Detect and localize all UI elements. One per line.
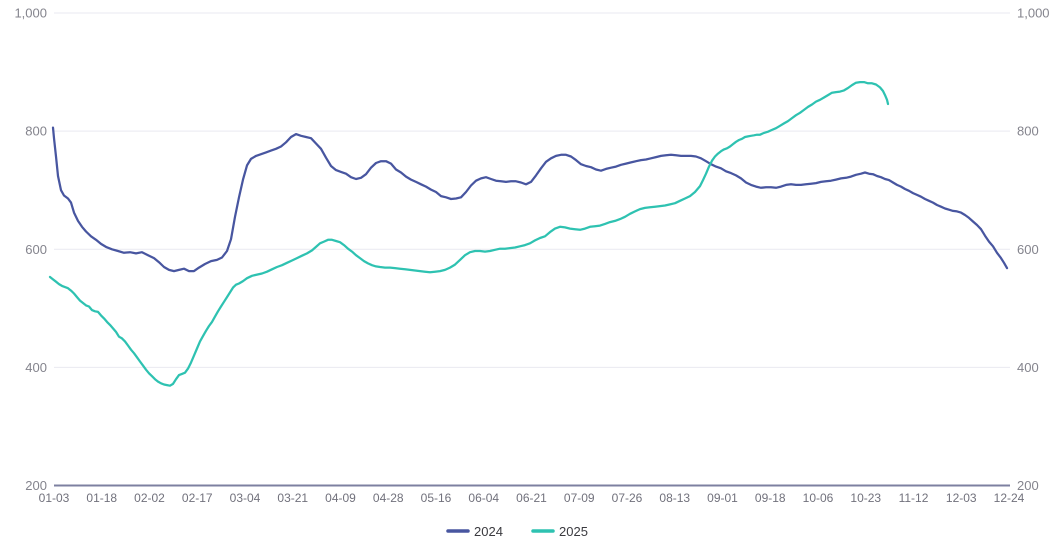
x-axis-label-01-03: 01-03 xyxy=(39,491,70,505)
series-line-2025[interactable] xyxy=(48,80,890,387)
y-axis-label-right-800: 800 xyxy=(1017,124,1039,139)
y-axis-label-left-200: 200 xyxy=(25,478,47,493)
y-axis-label-left-800: 800 xyxy=(25,124,47,139)
x-axis-label-02-17: 02-17 xyxy=(182,491,213,505)
y-axis-label-right-1000: 1,000 xyxy=(1017,6,1050,21)
y-axis-label-left-1000: 1,000 xyxy=(14,6,47,21)
x-axis-label-03-21: 03-21 xyxy=(277,491,308,505)
x-axis-label-02-02: 02-02 xyxy=(134,491,165,505)
legend-label-2024: 2024 xyxy=(474,524,503,539)
x-axis-label-11-12: 11-12 xyxy=(899,491,929,505)
x-axis-label-05-16: 05-16 xyxy=(421,491,452,505)
x-axis-label-04-09: 04-09 xyxy=(325,491,356,505)
x-axis-label-09-18: 09-18 xyxy=(755,491,786,505)
x-axis-label-08-13: 08-13 xyxy=(659,491,690,505)
y-axis-label-left-600: 600 xyxy=(25,242,47,257)
x-axis-label-07-09: 07-09 xyxy=(564,491,595,505)
x-axis-label-04-28: 04-28 xyxy=(373,491,404,505)
y-axis-label-right-600: 600 xyxy=(1017,242,1039,257)
series-line-2024[interactable] xyxy=(51,126,1009,273)
x-axis-label-06-21: 06-21 xyxy=(516,491,547,505)
y-axis-label-left-400: 400 xyxy=(25,360,47,375)
x-axis-label-12-03: 12-03 xyxy=(946,491,977,505)
x-axis-label-10-23: 10-23 xyxy=(850,491,881,505)
x-axis-label-09-01: 09-01 xyxy=(707,491,738,505)
legend-item-2025[interactable]: 2025 xyxy=(531,524,588,539)
x-axis-label-10-06: 10-06 xyxy=(803,491,834,505)
x-axis-label-06-04: 06-04 xyxy=(468,491,499,505)
y-axis-label-right-200: 200 xyxy=(1017,478,1039,493)
x-axis-label-03-04: 03-04 xyxy=(230,491,261,505)
y-axis-label-right-400: 400 xyxy=(1017,360,1039,375)
x-axis-label-01-18: 01-18 xyxy=(86,491,117,505)
x-axis-label-07-26: 07-26 xyxy=(612,491,643,505)
legend-item-2024[interactable]: 2024 xyxy=(446,524,503,539)
x-axis-label-12-24: 12-24 xyxy=(994,491,1025,505)
legend-label-2025: 2025 xyxy=(559,524,588,539)
